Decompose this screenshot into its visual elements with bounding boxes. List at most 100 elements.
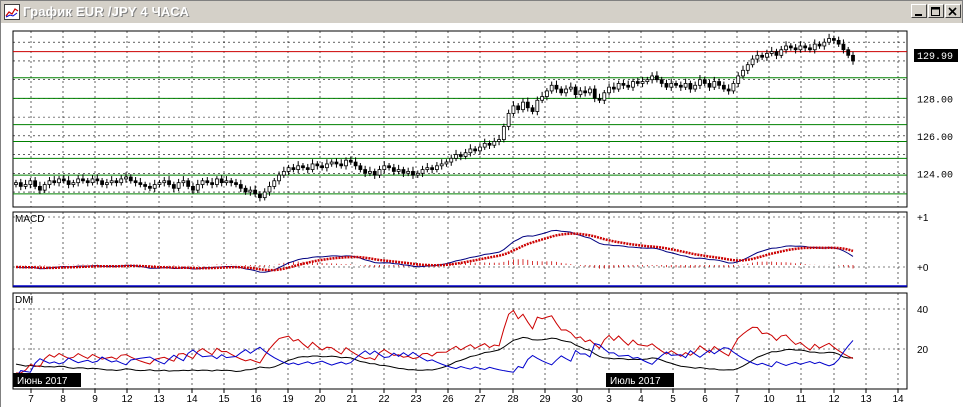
maximize-button[interactable]	[928, 4, 944, 18]
candle-body	[157, 182, 162, 185]
candle-body	[678, 84, 683, 88]
candle-body	[621, 83, 626, 86]
candle-body	[281, 171, 286, 176]
minimize-button[interactable]	[911, 4, 927, 18]
macd-pane[interactable]	[12, 211, 908, 288]
x-tick-label: 12	[121, 394, 133, 405]
current-price-label: 129.99	[917, 52, 953, 63]
chart-area[interactable]: 124.00 126.00 128.00 +1 +0 40 20 7 8 9 12 13 14 15 16…	[1, 23, 963, 408]
candle-body	[324, 163, 329, 169]
candle-body	[827, 38, 831, 43]
candle-body	[124, 176, 128, 180]
candle-body	[535, 99, 540, 112]
candle-body	[267, 186, 272, 193]
candle-body	[836, 39, 841, 45]
candle-body	[23, 184, 28, 187]
x-tick-label: 14	[186, 394, 198, 405]
candle-body	[262, 191, 267, 199]
candle-body	[779, 49, 784, 56]
candle-body	[296, 165, 301, 170]
candle-body	[597, 98, 602, 101]
candle-body	[411, 171, 415, 176]
candle-body	[363, 169, 368, 174]
x-tick-label: 21	[346, 394, 358, 405]
candle-body	[463, 152, 468, 157]
candle-body	[554, 84, 559, 90]
candle-body	[765, 53, 769, 58]
candle-body	[200, 180, 205, 185]
candle-body	[530, 107, 535, 112]
candle-body	[344, 159, 348, 167]
candle-body	[205, 180, 210, 184]
candle-body	[114, 180, 119, 184]
minus-di-line	[15, 340, 854, 378]
candle-body	[549, 84, 554, 92]
candle-body	[167, 180, 171, 185]
candle-body	[85, 180, 90, 184]
price-levels	[13, 51, 907, 195]
price-pane[interactable]	[12, 30, 908, 208]
candle-body	[181, 180, 186, 184]
x-tick-label: 26	[442, 394, 454, 405]
candle-body	[478, 146, 482, 152]
candle-body	[841, 43, 846, 51]
x-axis: 7 8 9 12 13 14 15 16 19 20 21 22 23 26 27 28 29 30 3 4 5 6 7 10…	[28, 389, 904, 405]
plus-di-line	[16, 309, 854, 374]
dmi-tick-label: 40	[917, 305, 929, 316]
candle-body	[47, 180, 52, 185]
candle-body	[760, 54, 765, 58]
candle-body	[391, 167, 396, 172]
candle-body	[769, 51, 774, 54]
candle-body	[28, 180, 33, 185]
candle-body	[162, 180, 167, 184]
candle-body	[95, 178, 100, 182]
x-tick-label: 20	[314, 394, 326, 405]
candle-body	[568, 86, 573, 90]
price-tick-label: 128.00	[917, 95, 953, 106]
close-button[interactable]	[945, 4, 961, 18]
candle-body	[544, 90, 549, 97]
dmi-title: DMI	[15, 295, 33, 306]
window-title: График EUR /JPY 4 ЧАСА	[23, 4, 190, 19]
candle-body	[444, 161, 449, 165]
close-icon	[948, 7, 957, 16]
dmi-pane[interactable]	[12, 292, 908, 390]
candle-body	[353, 161, 358, 167]
macd-indicator	[13, 229, 907, 287]
month-marker-july-box	[606, 373, 674, 387]
candle-body	[525, 101, 530, 109]
candle-body	[152, 184, 157, 189]
macd-signal-line	[15, 232, 854, 272]
x-tick-label: 15	[218, 394, 230, 405]
candle-body	[42, 184, 47, 191]
candle-body	[506, 112, 511, 127]
candle-body	[258, 193, 262, 199]
candle-body	[348, 159, 353, 163]
candle-body	[812, 43, 817, 51]
candle-body	[224, 180, 229, 184]
candle-body	[272, 180, 277, 187]
candle-body	[473, 148, 478, 152]
candle-body	[516, 105, 521, 111]
candle-body	[750, 58, 755, 66]
x-tick-label: 13	[153, 394, 165, 405]
candle-body	[439, 163, 444, 167]
candle-body	[191, 186, 195, 191]
candle-body	[573, 86, 578, 96]
x-tick-label: 8	[60, 394, 66, 405]
candle-body	[372, 171, 377, 176]
candle-body	[707, 83, 712, 88]
candle-body	[238, 184, 243, 189]
macd-tick-label: +1	[917, 213, 929, 224]
candle-body	[449, 157, 454, 163]
candle-body	[712, 81, 717, 88]
candle-body	[497, 139, 501, 142]
x-tick-label: 23	[410, 394, 422, 405]
x-tick-label: 28	[507, 394, 519, 405]
adx-line	[15, 336, 854, 372]
candle-body	[119, 178, 124, 184]
candle-body	[674, 83, 678, 86]
candle-body	[846, 49, 851, 56]
candle-body	[430, 167, 435, 170]
title-bar[interactable]: График EUR /JPY 4 ЧАСА	[1, 1, 962, 24]
